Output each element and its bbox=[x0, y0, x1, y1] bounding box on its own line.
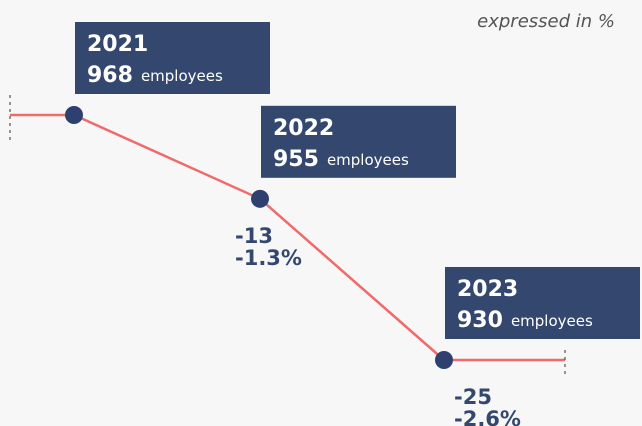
change-pct-label: -1.3% bbox=[235, 246, 302, 270]
year-label: 2023 bbox=[457, 277, 518, 302]
unit: employees bbox=[141, 67, 223, 85]
unit: employees bbox=[511, 312, 593, 330]
value: 968 bbox=[87, 63, 133, 88]
value-label: 968 employees bbox=[87, 63, 223, 88]
value: 930 bbox=[457, 308, 503, 333]
subtitle: expressed in % bbox=[477, 11, 615, 32]
value-label: 930 employees bbox=[457, 308, 593, 333]
label-box bbox=[261, 105, 456, 178]
value: 955 bbox=[273, 147, 319, 172]
year-label: 2022 bbox=[273, 116, 334, 141]
point bbox=[65, 106, 83, 124]
year-label: 2021 bbox=[87, 32, 148, 57]
label-box bbox=[75, 22, 270, 94]
unit: employees bbox=[327, 150, 409, 168]
point bbox=[435, 351, 453, 369]
label-box bbox=[445, 267, 640, 339]
value-label: 955 employees bbox=[273, 147, 409, 172]
change-pct-label: -2.6% bbox=[454, 407, 521, 426]
change-label: -13 bbox=[235, 224, 273, 248]
change-label: -25 bbox=[454, 385, 492, 409]
point bbox=[251, 189, 269, 208]
